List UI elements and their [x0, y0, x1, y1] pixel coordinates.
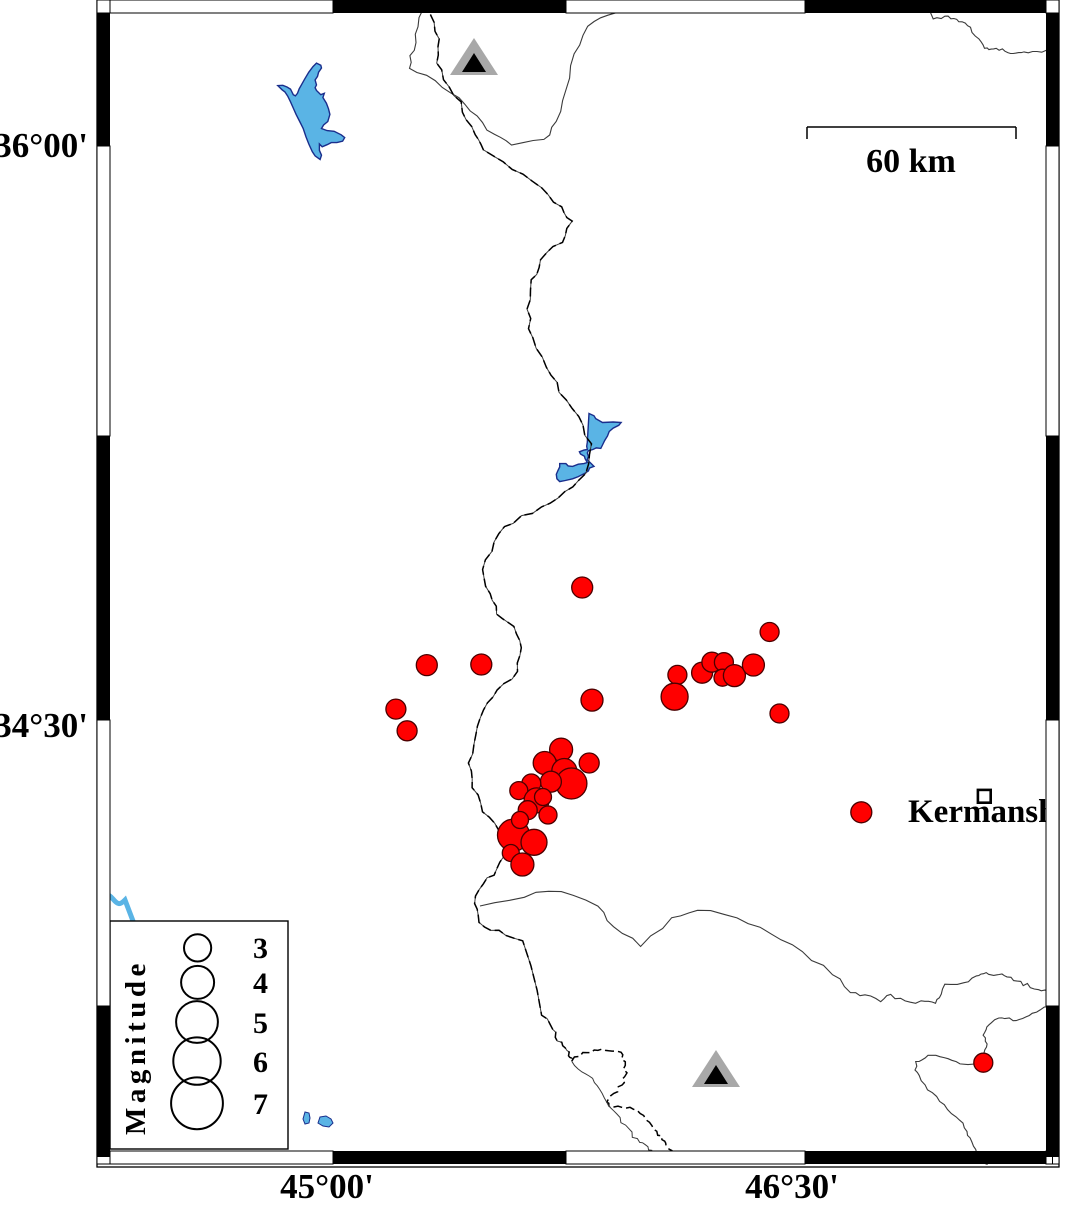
svg-text:3: 3	[253, 932, 268, 965]
svg-text:34°30': 34°30'	[0, 706, 88, 745]
svg-text:60 km: 60 km	[866, 143, 956, 180]
svg-text:46°30': 46°30'	[745, 1167, 839, 1206]
svg-text:36°00': 36°00'	[0, 126, 88, 165]
svg-text:7: 7	[253, 1088, 268, 1121]
svg-text:Kermanshah: Kermanshah	[908, 794, 1066, 830]
svg-text:45°00': 45°00'	[280, 1167, 374, 1206]
svg-text:Magnitude: Magnitude	[120, 959, 152, 1135]
svg-text:6: 6	[253, 1046, 268, 1079]
svg-text:5: 5	[253, 1007, 268, 1040]
svg-text:4: 4	[253, 967, 268, 1000]
